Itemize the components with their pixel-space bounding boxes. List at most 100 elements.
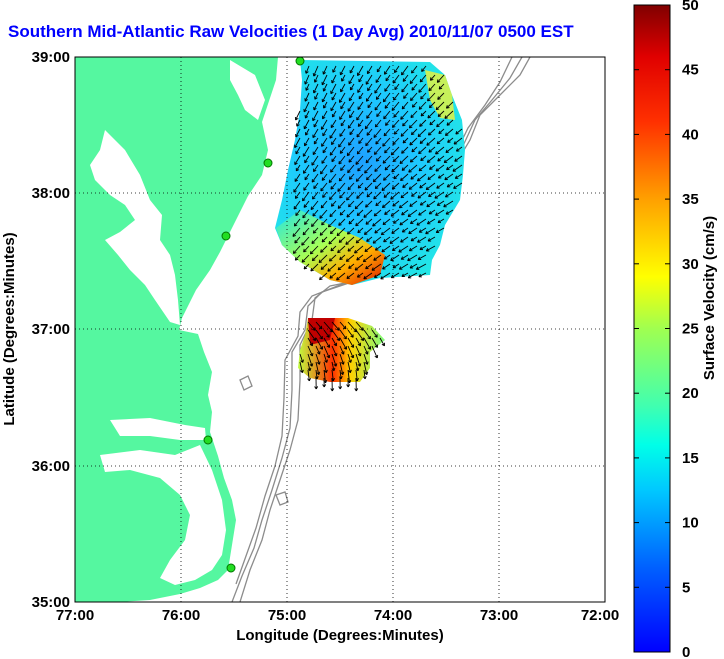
velocity-arrow [348,218,355,225]
velocity-arrow [402,107,406,110]
velocity-arrow [347,182,355,191]
velocity-arrow [426,137,436,146]
velocity-arrow [392,187,396,190]
velocity-arrow [391,182,400,190]
velocity-arrow [311,254,319,262]
velocity-arrow [339,258,343,261]
velocity-arrow [409,263,418,269]
velocity-arrow [294,241,298,244]
velocity-arrow [313,125,317,128]
velocity-arrow [339,321,347,330]
velocity-arrow [348,126,352,129]
velocity-arrow [420,80,424,83]
velocity-arrow [355,329,364,341]
velocity-arrow [419,137,427,144]
velocity-arrow [365,82,370,85]
velocity-arrow [322,178,326,181]
velocity-arrow [346,272,355,279]
velocity-arrow [349,71,354,74]
velocity-arrow [394,83,400,90]
station-marker [295,57,305,66]
velocity-arrow [410,161,414,163]
velocity-arrow [356,209,364,216]
velocity-arrow [311,363,314,367]
velocity-arrow [338,268,342,271]
velocity-arrow [418,209,427,216]
velocity-arrow [393,218,400,224]
velocity-arrow [364,188,369,191]
velocity-arrow [407,209,418,217]
velocity-arrow [339,369,342,379]
velocity-arrow [350,355,354,359]
velocity-arrow [381,227,391,236]
velocity-arrow [322,99,326,103]
velocity-arrow [314,74,319,83]
velocity-arrow [434,191,445,199]
velocity-arrow [374,182,382,189]
velocity-arrow [419,119,427,127]
velocity-arrow [376,159,380,162]
velocity-arrow [428,209,436,215]
velocity-arrow [393,110,400,118]
velocity-arrow [323,369,327,383]
velocity-arrow [329,209,337,218]
pamlico-sound [100,445,226,585]
velocity-arrow [337,251,341,254]
velocity-arrow [374,101,382,111]
velocity-arrow [402,186,406,188]
velocity-arrow [349,173,355,180]
velocity-arrow [312,135,316,138]
velocity-arrow [296,124,300,127]
velocity-arrow [331,329,340,341]
velocity-arrow [356,254,364,261]
velocity-arrow [329,272,337,279]
velocity-arrow [410,218,418,224]
colorbar-tick-label: 15 [682,450,699,467]
velocity-arrow [303,164,310,174]
velocity-arrow [364,119,373,130]
velocity-arrow [375,74,382,83]
velocity-arrow [304,155,310,164]
velocity-arrow [408,124,411,129]
velocity-arrow [373,180,377,183]
velocity-arrow [419,169,423,172]
velocity-arrow [418,101,427,110]
velocity-arrow [348,176,351,180]
velocity-arrow [376,115,380,118]
velocity-arrow [322,117,326,120]
velocity-arrow [302,216,306,219]
velocity-arrow [367,337,371,340]
velocity-arrow [402,137,409,144]
velocity-arrow [320,263,328,270]
velocity-arrow [400,135,405,137]
velocity-arrow [384,106,389,109]
colorbar-tick-label: 50 [682,0,699,14]
velocity-arrow [429,123,433,126]
velocity-arrow [348,203,350,207]
velocity-arrow [438,115,442,117]
velocity-arrow [367,88,371,92]
velocity-arrow [429,77,432,81]
y-tick-label: 36:00 [32,458,70,475]
velocity-arrow [356,191,364,199]
velocity-arrow [315,345,321,355]
velocity-arrow [391,153,395,156]
velocity-arrow [364,227,373,235]
velocity-arrow [363,329,371,340]
velocity-arrow [383,110,391,120]
velocity-arrow [355,218,364,227]
velocity-arrow [313,91,317,94]
velocity-arrow [311,242,315,245]
velocity-arrow [374,227,382,234]
velocity-arrow [292,227,301,237]
velocity-arrow [384,166,387,171]
velocity-arrow [401,164,409,171]
velocity-arrow [338,137,346,148]
velocity-arrow [452,164,463,172]
velocity-arrow [340,168,344,171]
colorbar-tick-label: 25 [682,321,699,338]
velocity-arrow [310,252,314,255]
map-title: Southern Mid-Atlantic Raw Velocities (1 … [8,22,574,41]
velocity-arrow [304,161,308,164]
radar-stations [203,57,305,573]
